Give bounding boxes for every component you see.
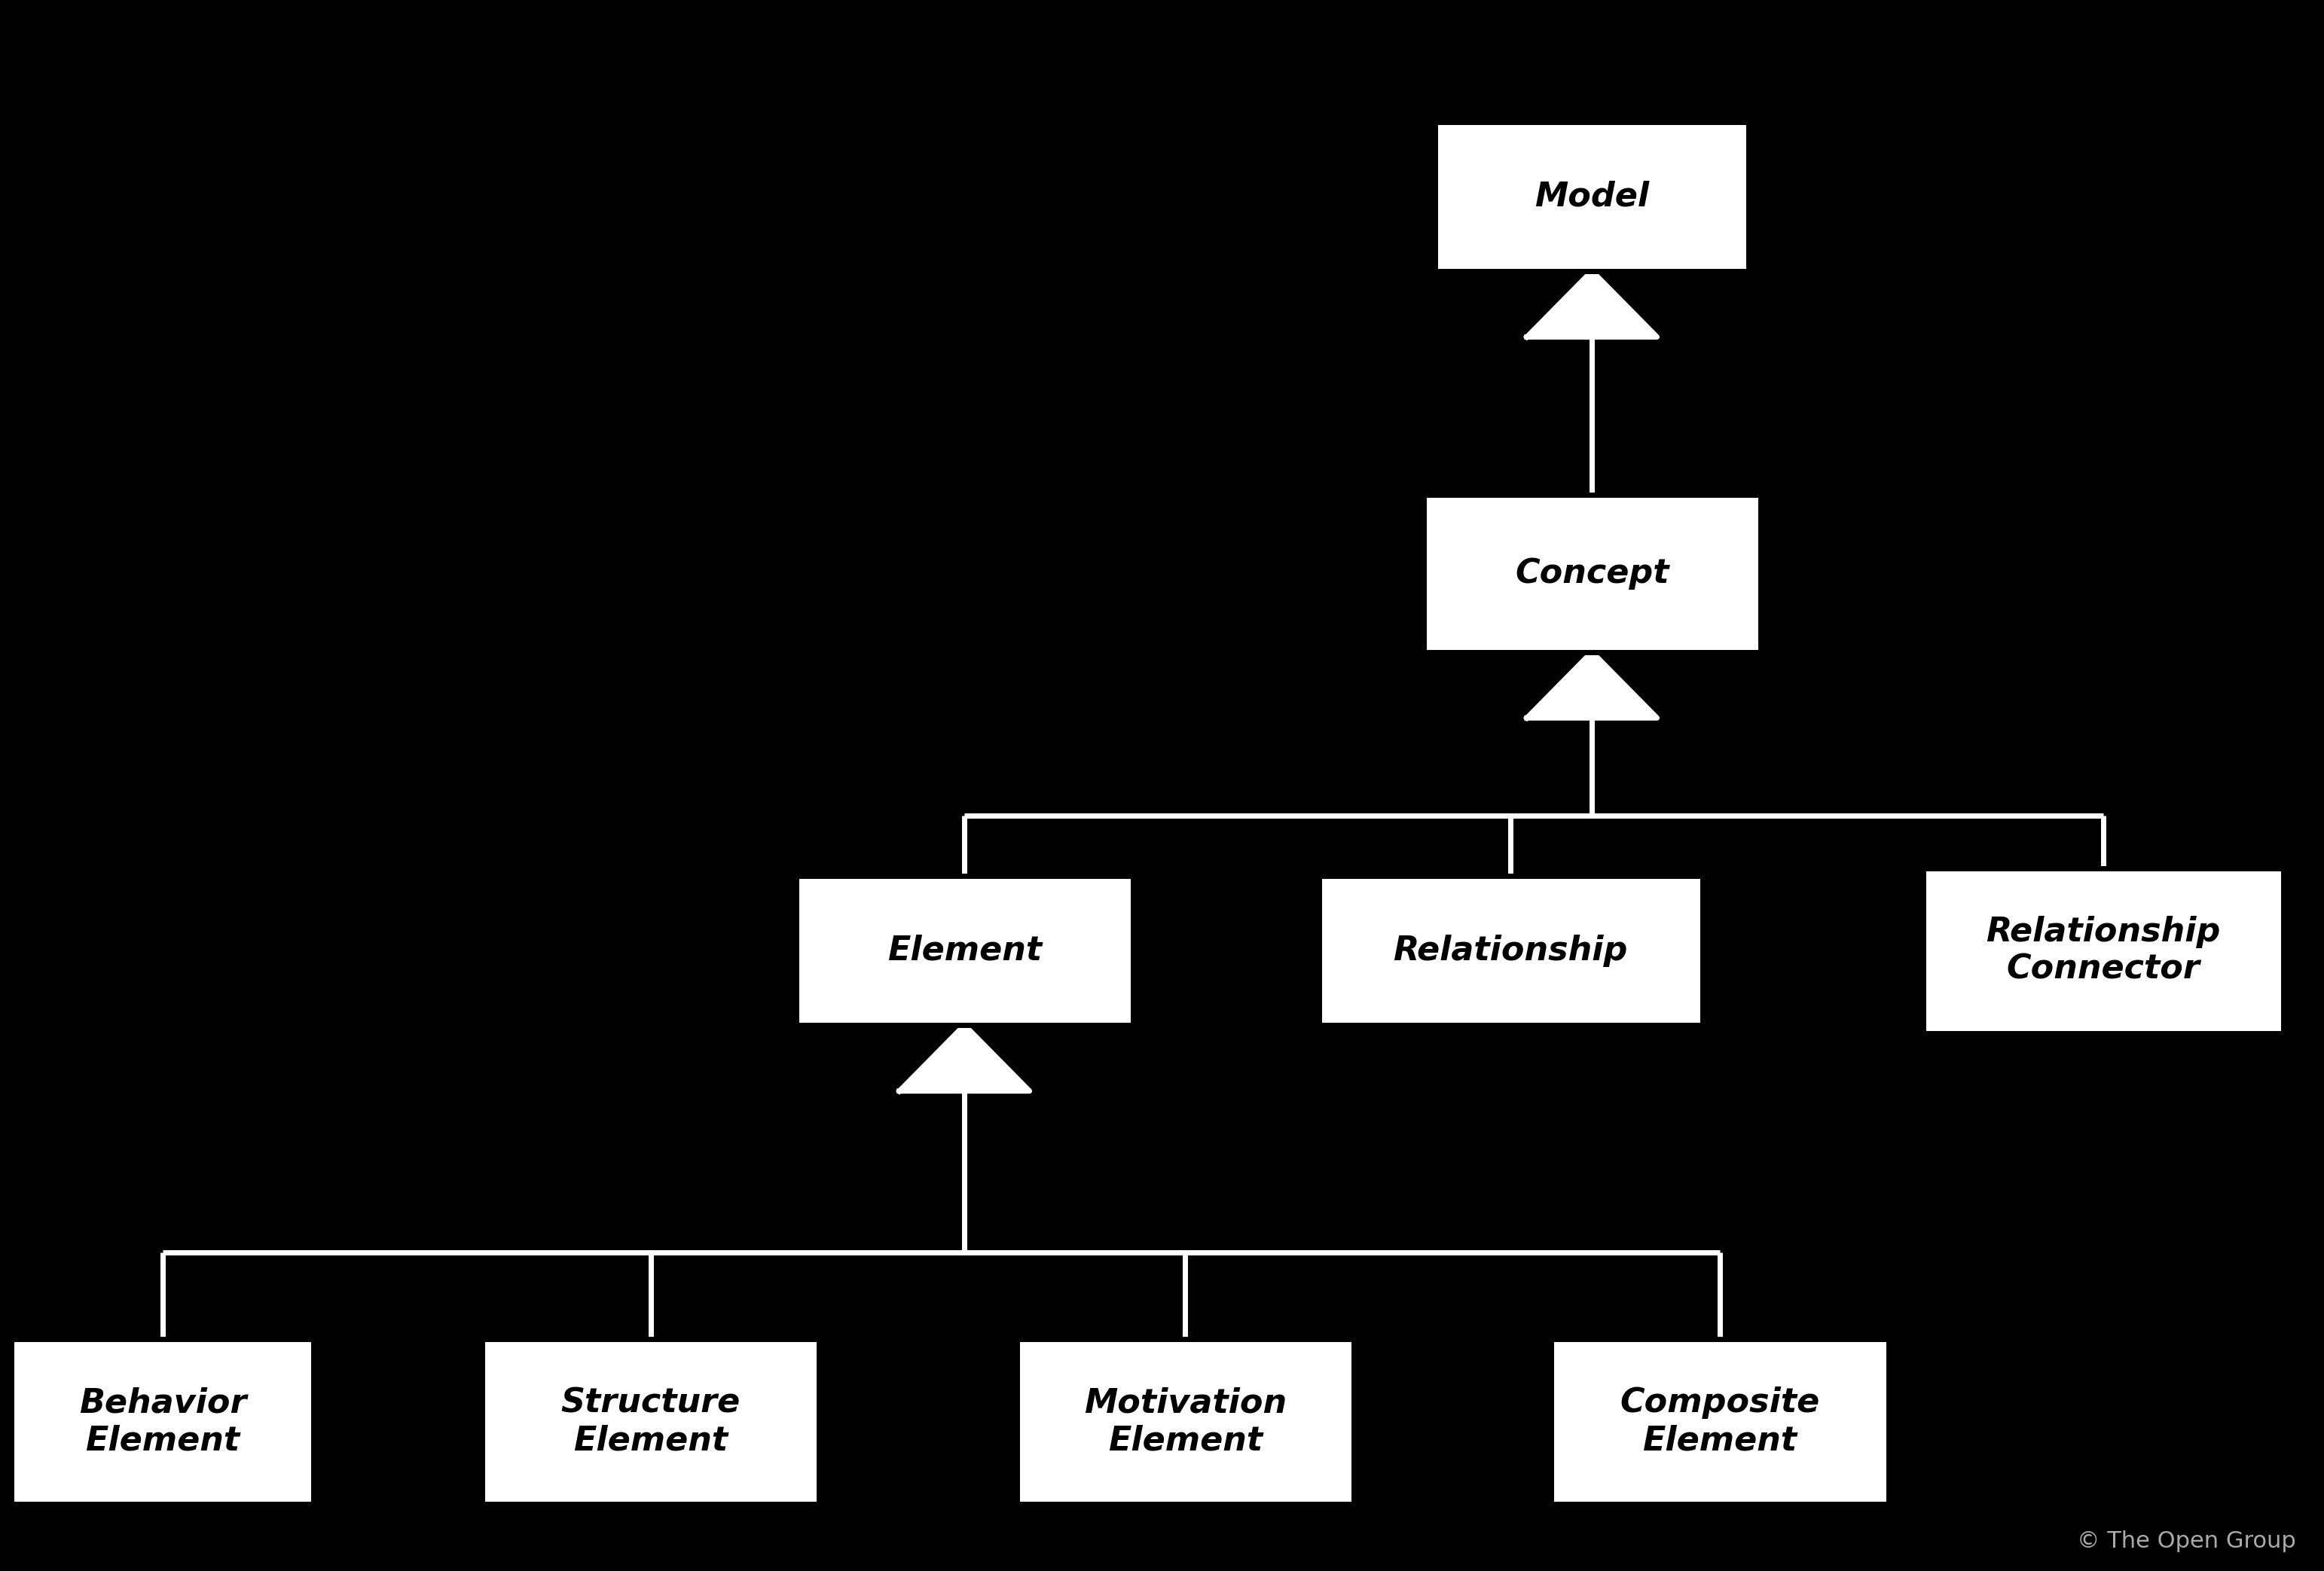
Polygon shape	[1527, 272, 1657, 338]
Text: Structure
Element: Structure Element	[560, 1387, 741, 1456]
Text: Relationship
Connector: Relationship Connector	[1987, 916, 2219, 985]
FancyBboxPatch shape	[483, 1338, 818, 1505]
Text: Model: Model	[1534, 181, 1650, 212]
Text: Motivation
Element: Motivation Element	[1083, 1387, 1287, 1456]
FancyBboxPatch shape	[1550, 1338, 1887, 1505]
Polygon shape	[1527, 652, 1657, 718]
FancyBboxPatch shape	[795, 877, 1132, 1024]
Text: Concept: Concept	[1515, 558, 1669, 589]
Text: Relationship: Relationship	[1394, 935, 1627, 966]
FancyBboxPatch shape	[1016, 1338, 1353, 1505]
FancyBboxPatch shape	[1318, 877, 1701, 1024]
FancyBboxPatch shape	[12, 1338, 314, 1505]
Polygon shape	[899, 1024, 1030, 1090]
FancyBboxPatch shape	[1924, 867, 2282, 1034]
FancyBboxPatch shape	[1436, 123, 1748, 272]
Text: Behavior
Element: Behavior Element	[79, 1387, 246, 1456]
FancyBboxPatch shape	[1422, 495, 1762, 652]
Text: Composite
Element: Composite Element	[1620, 1387, 1820, 1456]
Text: © The Open Group: © The Open Group	[2078, 1530, 2296, 1552]
Text: Element: Element	[888, 935, 1041, 966]
